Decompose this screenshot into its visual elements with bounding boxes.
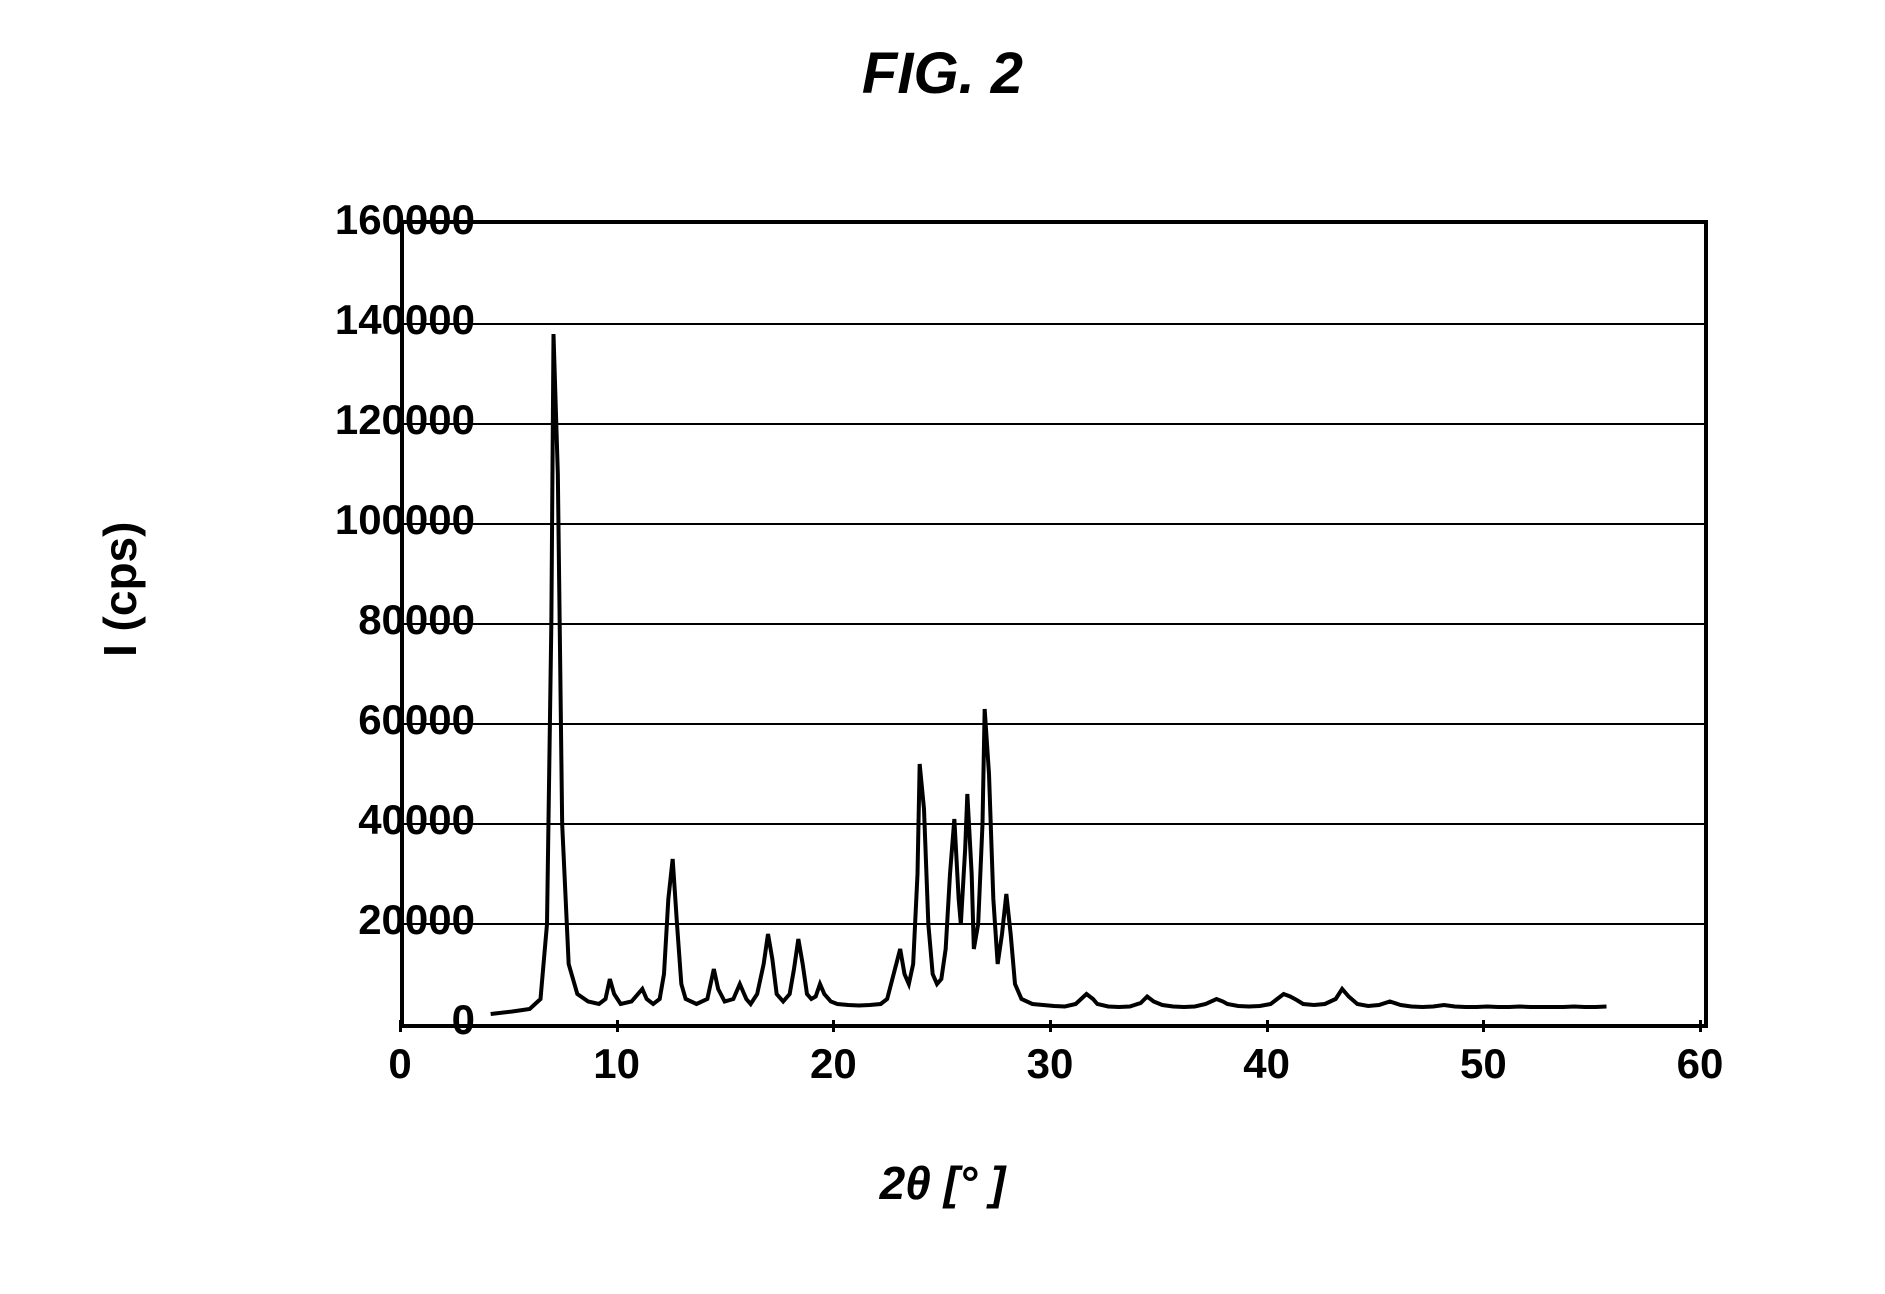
- y-tick-label: 60000: [358, 696, 475, 744]
- x-tick-mark: [1049, 1020, 1052, 1032]
- y-axis-label: I (cps): [93, 522, 147, 657]
- x-axis-label: 2θ [° ]: [880, 1156, 1006, 1210]
- x-tick-label: 50: [1460, 1040, 1507, 1088]
- x-tick-label: 60: [1677, 1040, 1724, 1088]
- y-tick-label: 40000: [358, 796, 475, 844]
- y-tick-label: 160000: [335, 196, 475, 244]
- x-tick-mark: [616, 1020, 619, 1032]
- chart-wrapper: I (cps) 02000040000600008000010000012000…: [100, 200, 1785, 1220]
- x-tick-label: 20: [810, 1040, 857, 1088]
- xrd-spectrum-line: [404, 224, 1704, 1024]
- x-tick-mark: [1699, 1020, 1702, 1032]
- y-tick-label: 120000: [335, 396, 475, 444]
- x-tick-label: 40: [1243, 1040, 1290, 1088]
- x-tick-label: 0: [388, 1040, 411, 1088]
- x-tick-mark: [399, 1020, 402, 1032]
- figure-container: FIG. 2 I (cps) 0 20000 40000 60000 80000 1000…: [0, 0, 1885, 1294]
- y-tick-label: 140000: [335, 296, 475, 344]
- x-tick-mark: [1266, 1020, 1269, 1032]
- y-tick-label: 0: [452, 996, 475, 1044]
- figure-title: FIG. 2: [862, 40, 1023, 107]
- y-tick-label: 100000: [335, 496, 475, 544]
- x-tick-label: 30: [1027, 1040, 1074, 1088]
- x-tick-mark: [1482, 1020, 1485, 1032]
- x-tick-label: 10: [593, 1040, 640, 1088]
- plot-area: [400, 220, 1708, 1028]
- y-tick-label: 80000: [358, 596, 475, 644]
- x-tick-mark: [832, 1020, 835, 1032]
- y-tick-label: 20000: [358, 896, 475, 944]
